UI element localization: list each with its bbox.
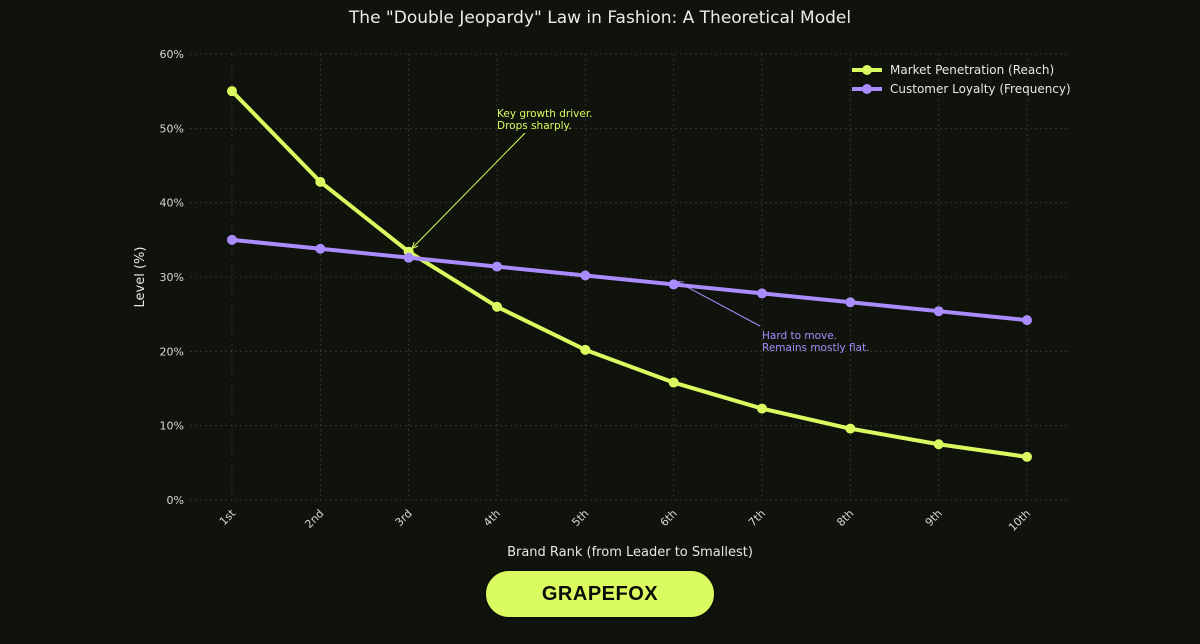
x-tick-label: 1st xyxy=(217,506,239,528)
annotation-text: Hard to move. xyxy=(762,330,837,342)
grapefox-brand-button[interactable]: GRAPEFOX xyxy=(484,569,716,619)
data-point xyxy=(668,377,679,388)
annotation-arrow xyxy=(411,132,526,250)
y-tick-label: 40% xyxy=(160,197,184,210)
data-point xyxy=(1022,315,1032,326)
data-point xyxy=(580,270,591,281)
data-point xyxy=(1022,451,1032,462)
data-point xyxy=(227,234,237,245)
legend-label: Market Penetration (Reach) xyxy=(890,63,1054,77)
data-point xyxy=(403,252,414,263)
series-line-0 xyxy=(230,89,1028,459)
x-tick-label: 6th xyxy=(658,507,680,529)
annotation-text: Key growth driver. xyxy=(497,108,593,120)
legend-marker xyxy=(862,84,872,94)
y-tick-label: 10% xyxy=(160,420,184,433)
x-axis-label: Brand Rank (from Leader to Smallest) xyxy=(507,545,753,560)
chart-title: The "Double Jeopardy" Law in Fashion: A … xyxy=(348,8,852,28)
y-tick-label: 50% xyxy=(160,122,184,135)
x-tick-label: 7th xyxy=(746,507,768,529)
data-point xyxy=(933,306,944,317)
data-point xyxy=(845,423,856,434)
data-point xyxy=(668,279,679,290)
x-tick-label: 2nd xyxy=(302,507,326,531)
data-point xyxy=(845,297,856,308)
x-tick-label: 8th xyxy=(834,507,856,529)
x-tick-label: 3rd xyxy=(393,507,415,529)
y-tick-label: 30% xyxy=(160,271,184,284)
y-axis-label: Level (%) xyxy=(133,247,148,308)
x-tick-label: 4th xyxy=(481,507,503,529)
data-point xyxy=(492,261,502,272)
annotation-text: Remains mostly flat. xyxy=(762,342,870,354)
annotation-text: Drops sharply. xyxy=(497,120,572,132)
data-point xyxy=(492,301,502,312)
annotation-arrowhead xyxy=(410,242,419,250)
x-tick-label: 9th xyxy=(923,507,945,529)
annotation-arrow xyxy=(676,280,761,327)
data-point xyxy=(933,439,944,450)
legend-marker xyxy=(862,65,872,75)
y-tick-label: 20% xyxy=(160,345,184,358)
data-point xyxy=(757,403,767,414)
annotation-arrowhead xyxy=(675,280,684,288)
x-tick-label: 10th xyxy=(1006,507,1033,534)
series-line-1 xyxy=(231,237,1028,323)
x-tick-label: 5th xyxy=(569,507,591,529)
legend-label: Customer Loyalty (Frequency) xyxy=(890,82,1071,96)
data-point xyxy=(757,288,767,299)
data-point xyxy=(315,243,326,254)
data-point xyxy=(315,176,326,187)
data-point xyxy=(227,86,237,97)
y-tick-label: 60% xyxy=(160,48,184,61)
y-tick-label: 0% xyxy=(167,494,184,507)
data-point xyxy=(580,344,591,355)
